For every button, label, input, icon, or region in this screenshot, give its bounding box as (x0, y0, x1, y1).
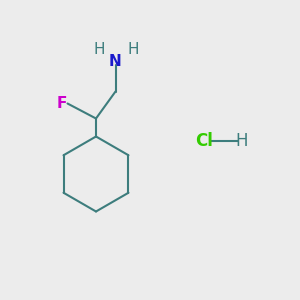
Text: Cl: Cl (195, 132, 213, 150)
Text: N: N (109, 54, 122, 69)
Text: F: F (56, 96, 67, 111)
Text: H: H (93, 42, 105, 57)
Text: H: H (128, 42, 139, 57)
Text: H: H (235, 132, 248, 150)
